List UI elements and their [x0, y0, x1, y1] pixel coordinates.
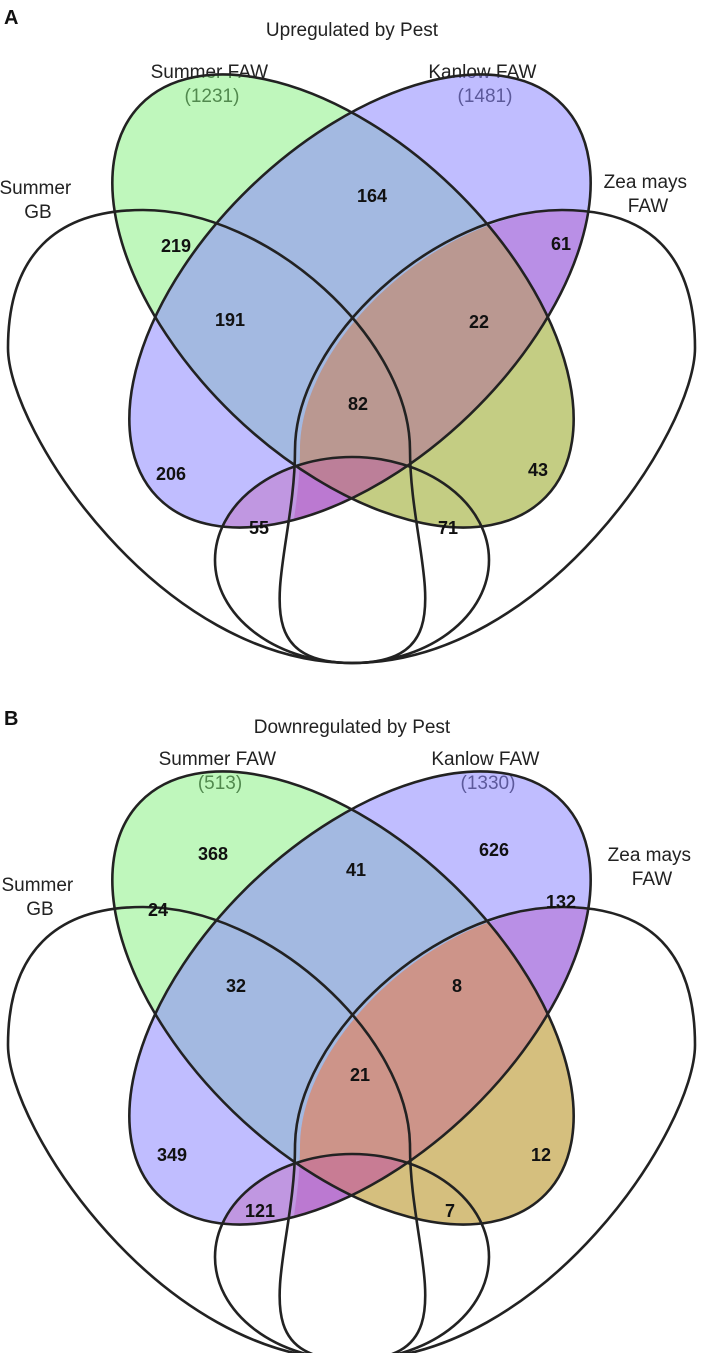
summer-gb-lower-lobe [213, 455, 491, 665]
venn-fills [112, 771, 673, 1308]
set-label-line: Summer FAW [159, 749, 277, 770]
set-label-line: Kanlow FAW [431, 749, 539, 770]
set-label-line: GB [24, 202, 51, 223]
count-all-four: 21 [350, 1065, 370, 1085]
summer-gb-lower-lobe [213, 1152, 491, 1353]
count-gb-kf-zm: 55 [249, 518, 269, 538]
kanlow-faw-outline [128, 73, 592, 529]
set-label-line: Zea mays [604, 172, 687, 193]
set-label-line: FAW [628, 196, 669, 217]
set-label-line: GB [26, 899, 53, 920]
venn-outlines [6, 73, 697, 665]
count-gb-kf-zm: 121 [245, 1201, 275, 1221]
venn-fills [112, 74, 673, 611]
venn-panel-b: B Downregulated by Pest Summer FAW (513)… [1, 708, 697, 1353]
summer-gb-outline [6, 208, 427, 665]
set-label-zea-mays-faw: Zea mays FAW [604, 172, 693, 217]
count-gb-sf-zm: 7 [445, 1201, 455, 1221]
count-gb-sf-kf: 32 [226, 976, 246, 996]
count-kf-only: 626 [479, 840, 509, 860]
zea-mays-faw-outline [278, 905, 697, 1353]
count-gb-sf: 24 [148, 900, 168, 920]
venn-body [6, 770, 697, 1353]
set-label-zea-mays-faw: Zea mays FAW [608, 845, 697, 890]
count-gb-sf: 219 [161, 236, 191, 256]
set-label-line: Zea mays [608, 845, 691, 866]
panel-label: A [4, 7, 18, 29]
venn-outlines [6, 770, 697, 1353]
venn-panel-a: A Upregulated by Pest Summer FAW (1231) … [0, 7, 697, 665]
count-all-four: 82 [348, 394, 368, 414]
summer-faw-outline [111, 770, 575, 1226]
set-label-summer-gb: Summer GB [0, 178, 77, 223]
panel-label: B [4, 708, 18, 730]
count-gb-sf-zm: 71 [438, 518, 458, 538]
zea-mays-faw-outline [278, 208, 697, 665]
count-gb-sf-kf: 191 [215, 310, 245, 330]
panel-title: Downregulated by Pest [254, 717, 451, 738]
count-sf-kf: 41 [346, 860, 366, 880]
summer-faw-outline [111, 73, 575, 529]
kanlow-faw-outline [128, 770, 592, 1226]
panel-title: Upregulated by Pest [266, 20, 439, 41]
count-zm-kf: 132 [546, 892, 576, 912]
count-sf-zm: 43 [528, 460, 548, 480]
count-sf-kf-zm: 22 [469, 312, 489, 332]
set-label-line: Summer [0, 178, 72, 199]
count-zm-kf: 61 [551, 234, 571, 254]
summer-gb-outline [6, 905, 427, 1353]
count-sf-kf: 164 [357, 186, 387, 206]
count-gb-kf: 206 [156, 464, 186, 484]
count-sf-only: 368 [198, 844, 228, 864]
kanlow-faw-fill [129, 74, 591, 528]
set-label-line: Summer [1, 875, 73, 896]
set-label-line: FAW [632, 869, 673, 890]
count-gb-kf: 349 [157, 1145, 187, 1165]
set-label-summer-gb: Summer GB [1, 875, 78, 920]
count-sf-kf-zm: 8 [452, 976, 462, 996]
kanlow-faw-fill [129, 771, 591, 1225]
count-sf-zm: 12 [531, 1145, 551, 1165]
